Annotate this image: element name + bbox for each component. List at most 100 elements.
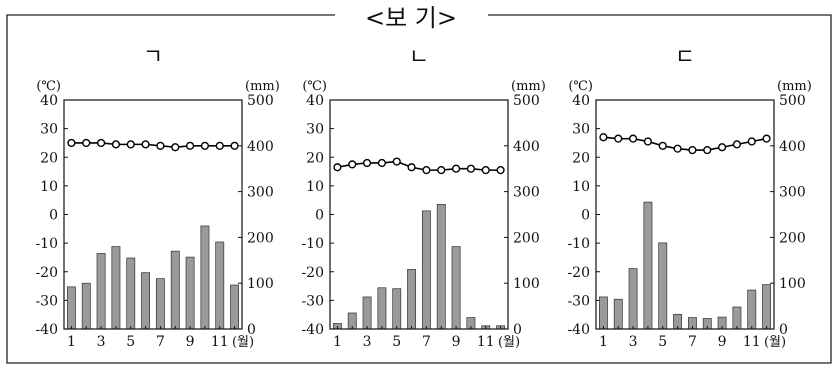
y-left-tick-label: -20 [35, 265, 58, 281]
climate-chart-2: ㄴ(℃) (mm)403020100-10-20-30-4050040030020… [301, 45, 545, 350]
y-left-tick-label: -30 [35, 293, 58, 309]
x-tick-label: 11 [477, 334, 495, 350]
y-left-tick-label: 20 [572, 150, 590, 166]
precipitation-bar [111, 246, 121, 330]
temperature-point [407, 163, 416, 172]
y-left-tick-label: -10 [567, 236, 590, 252]
temperature-point [673, 144, 682, 153]
temperature-point [496, 166, 505, 175]
y-left-tick-label: 0 [581, 208, 590, 224]
y-right-tick-label: 400 [513, 139, 540, 155]
temperature-point [141, 140, 150, 149]
precipitation-bar [392, 288, 402, 330]
climate-chart-1: ㄱ(℃) (mm)403020100-10-20-30-4050040030020… [35, 45, 279, 350]
y-right-tick-label: 300 [247, 185, 274, 201]
y-right-tick-label: 0 [247, 322, 256, 338]
y-right-tick-label: 200 [513, 230, 540, 246]
temperature-point [333, 163, 342, 172]
y-left-tick-label: -20 [567, 265, 590, 281]
chart-title: ㄴ [409, 45, 429, 70]
precipitation-bar [155, 278, 165, 330]
y-left-tick-label: -10 [301, 236, 324, 252]
y-right-tick-label: 100 [779, 276, 806, 292]
x-tick-label: 1 [67, 334, 76, 350]
y-left-tick-label: -40 [35, 322, 58, 338]
x-tick-label: 9 [186, 334, 195, 350]
x-tick-label: 3 [363, 334, 372, 350]
temperature-point [717, 143, 727, 152]
y-left-tick-label: -30 [301, 293, 324, 309]
x-tick-label: 1 [599, 334, 608, 350]
y-right-tick-label: 400 [779, 139, 806, 155]
precipitation-bar [628, 268, 638, 330]
y-left-tick-label: 10 [572, 179, 590, 195]
y-left-tick-label: 10 [40, 179, 58, 195]
temperature-point [126, 140, 135, 149]
y-right-tick-label: 400 [247, 139, 274, 155]
precipitation-bar [436, 204, 446, 330]
temperature-point [215, 141, 224, 150]
temperature-point [599, 133, 608, 142]
y-right-tick-label: 0 [779, 322, 788, 338]
y-right-tick-label: 200 [247, 230, 274, 246]
x-tick-label: 3 [629, 334, 638, 350]
temperature-point [762, 134, 771, 143]
temperature-point [111, 140, 121, 149]
precipitation-bar [451, 246, 461, 330]
y-left-tick-label: 40 [306, 93, 324, 109]
y-right-tick-label: 500 [247, 93, 274, 109]
precipitation-bar [96, 253, 106, 330]
precipitation-bar [407, 269, 417, 330]
precipitation-bar [658, 242, 668, 330]
y-left-tick-label: 40 [572, 93, 590, 109]
x-tick-label: 7 [422, 334, 431, 350]
temperature-point [688, 145, 697, 155]
x-tick-label: 5 [392, 334, 401, 350]
month-unit-label: (월) [232, 335, 254, 350]
precipitation-bar [141, 272, 151, 330]
x-tick-label: 5 [126, 334, 135, 350]
x-tick-label: 3 [97, 334, 106, 350]
precipitation-bar [126, 257, 136, 330]
precipitation-bar [598, 296, 608, 330]
temperature-point [362, 158, 372, 168]
y-right-tick-label: 100 [247, 276, 274, 292]
x-tick-label: 5 [658, 334, 667, 350]
temperature-point [451, 164, 461, 173]
temperature-point [481, 166, 490, 175]
temperature-point [658, 141, 667, 150]
temperature-unit-label: (℃) [36, 79, 61, 94]
precipitation-bar [230, 284, 240, 330]
plot-frame [595, 99, 775, 330]
temperature-point [747, 137, 756, 146]
precipitation-unit-label: (mm) [511, 79, 546, 94]
charts-layer: ㄱ(℃) (mm)403020100-10-20-30-4050040030020… [35, 45, 811, 350]
precipitation-bar [377, 287, 387, 330]
y-left-tick-label: 40 [40, 93, 58, 109]
temperature-point [628, 134, 638, 143]
temperature-point [348, 160, 357, 169]
y-right-tick-label: 0 [513, 322, 522, 338]
precipitation-bar [200, 225, 210, 330]
x-tick-label: 9 [718, 334, 727, 350]
temperature-point [185, 141, 195, 150]
temperature-point [377, 158, 387, 168]
precipitation-bar [81, 282, 91, 330]
temperature-point [67, 138, 76, 148]
y-right-tick-label: 300 [513, 185, 540, 201]
precipitation-bar [362, 296, 372, 330]
temperature-point [82, 138, 91, 148]
precipitation-bar [185, 256, 195, 330]
x-tick-label: 11 [211, 334, 229, 350]
y-left-tick-label: 30 [572, 122, 590, 138]
precipitation-bar [643, 201, 653, 330]
month-unit-label: (월) [498, 335, 520, 350]
y-left-tick-label: 10 [306, 179, 324, 195]
temperature-unit-label: (℃) [568, 79, 593, 94]
example-box: <보 기> [6, 4, 832, 364]
y-left-tick-label: 0 [49, 208, 58, 224]
x-tick-label: 7 [688, 334, 697, 350]
x-tick-label: 1 [333, 334, 342, 350]
temperature-point [732, 140, 742, 149]
chart-title: ㄷ [675, 45, 695, 70]
